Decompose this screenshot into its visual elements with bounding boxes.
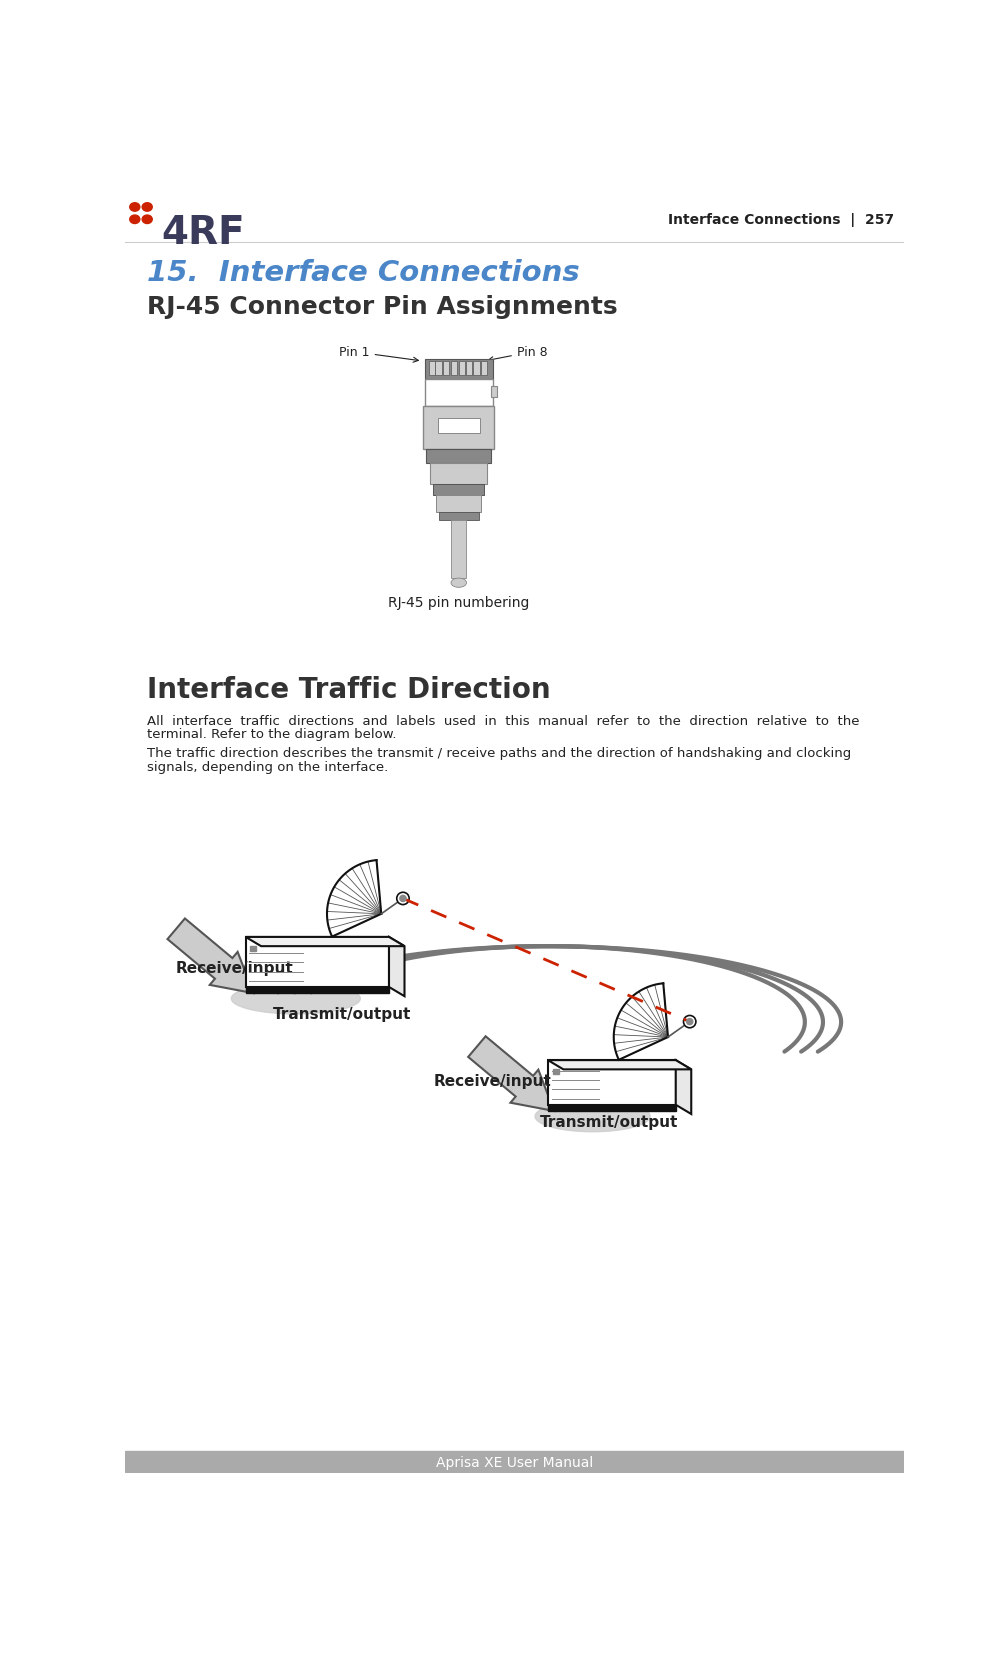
Bar: [436, 495, 480, 513]
Bar: [473, 362, 479, 376]
Bar: [458, 362, 464, 376]
Text: Receive/input: Receive/input: [433, 1074, 552, 1089]
Polygon shape: [168, 919, 253, 993]
Text: Receive/input: Receive/input: [176, 960, 293, 976]
Text: RJ-45 pin numbering: RJ-45 pin numbering: [388, 596, 529, 609]
Bar: [442, 362, 449, 376]
Bar: [422, 407, 493, 450]
Polygon shape: [388, 937, 404, 996]
Bar: [450, 521, 466, 579]
Bar: [480, 362, 486, 376]
Bar: [438, 513, 478, 521]
Text: Aprisa XE User Manual: Aprisa XE User Manual: [435, 1455, 593, 1470]
Ellipse shape: [142, 215, 152, 225]
Bar: [490, 387, 497, 397]
Text: Pin 1: Pin 1: [339, 346, 418, 362]
Bar: [548, 1106, 675, 1111]
Circle shape: [683, 1016, 695, 1028]
Bar: [465, 362, 471, 376]
Bar: [552, 1069, 558, 1074]
Ellipse shape: [129, 204, 139, 212]
Circle shape: [686, 1019, 692, 1024]
Text: Interface Connections  |  257: Interface Connections | 257: [668, 213, 894, 227]
Bar: [435, 362, 441, 376]
Text: terminal. Refer to the diagram below.: terminal. Refer to the diagram below.: [147, 728, 396, 741]
Text: Pin 8: Pin 8: [487, 346, 547, 362]
Circle shape: [399, 895, 405, 902]
Ellipse shape: [450, 579, 466, 588]
Circle shape: [396, 892, 409, 905]
Polygon shape: [467, 1036, 554, 1111]
Bar: [429, 463, 486, 485]
Bar: [246, 937, 388, 988]
Text: 4RF: 4RF: [161, 213, 245, 252]
Ellipse shape: [129, 215, 139, 225]
Bar: [437, 419, 480, 434]
Text: Transmit/output: Transmit/output: [273, 1006, 410, 1021]
Bar: [426, 450, 490, 463]
Polygon shape: [548, 1061, 690, 1069]
Bar: [432, 485, 483, 495]
Bar: [250, 947, 256, 952]
Ellipse shape: [142, 204, 152, 212]
Text: Interface Traffic Direction: Interface Traffic Direction: [147, 675, 551, 703]
Text: Transmit/output: Transmit/output: [540, 1114, 678, 1130]
Bar: [428, 362, 434, 376]
Bar: [548, 1061, 675, 1106]
Text: 15.  Interface Connections: 15. Interface Connections: [147, 258, 580, 286]
Text: RJ-45 Connector Pin Assignments: RJ-45 Connector Pin Assignments: [147, 295, 617, 319]
Bar: [424, 361, 492, 381]
Ellipse shape: [535, 1101, 650, 1132]
Bar: [450, 362, 456, 376]
Bar: [125, 1451, 903, 1473]
FancyBboxPatch shape: [424, 381, 492, 407]
Text: signals, depending on the interface.: signals, depending on the interface.: [147, 760, 388, 773]
Bar: [246, 988, 388, 993]
Text: The traffic direction describes the transmit / receive paths and the direction o: The traffic direction describes the tran…: [147, 746, 851, 760]
Polygon shape: [675, 1061, 690, 1114]
Ellipse shape: [231, 983, 360, 1015]
Text: All  interface  traffic  directions  and  labels  used  in  this  manual  refer : All interface traffic directions and lab…: [147, 715, 859, 727]
Polygon shape: [246, 937, 404, 947]
